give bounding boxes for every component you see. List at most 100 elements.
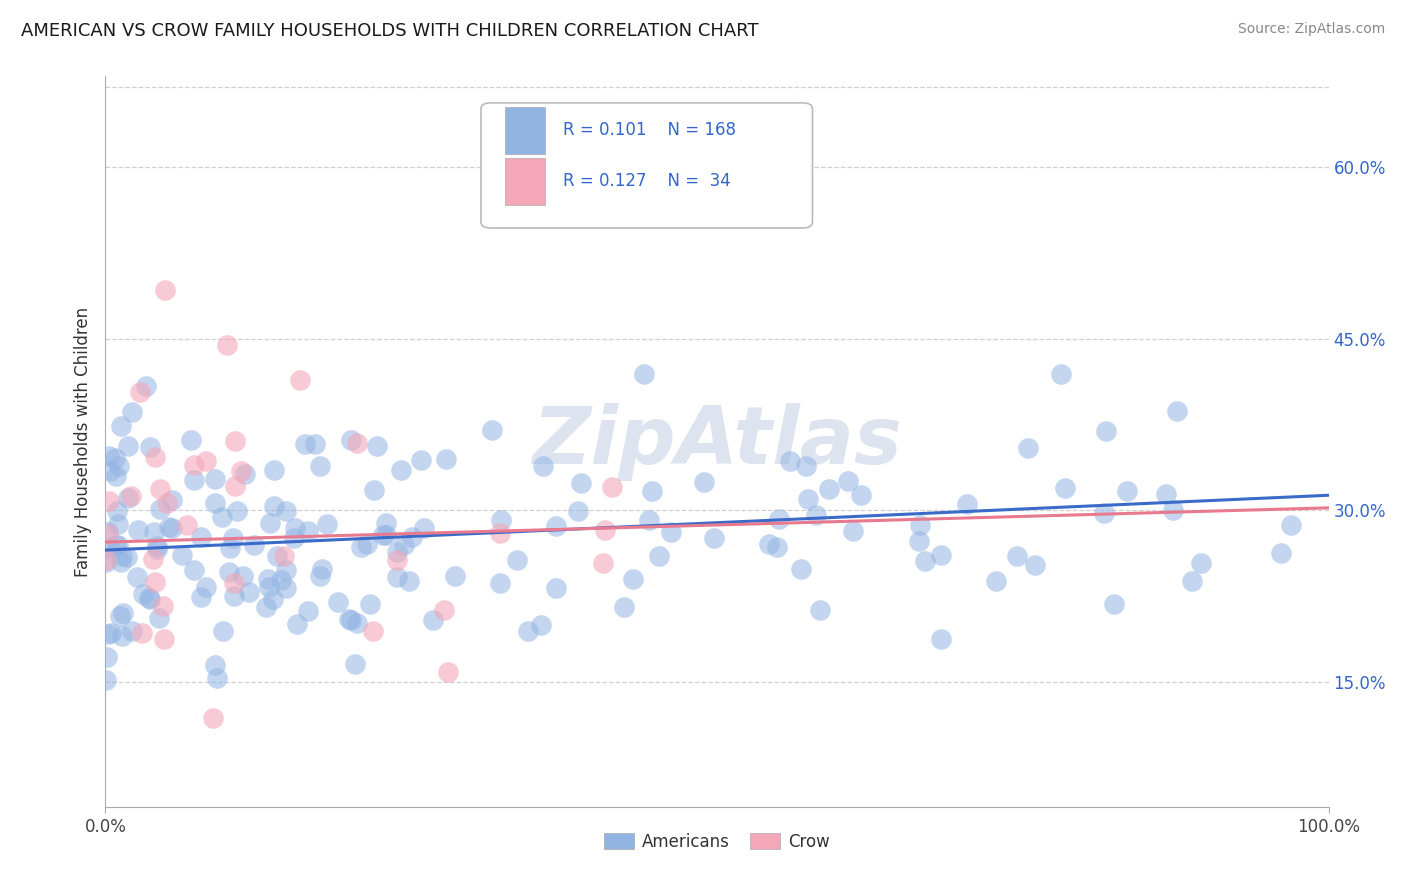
Point: [374, 516, 396, 530]
Point: [592, 556, 614, 570]
Point: [392, 538, 415, 552]
Point: [288, 373, 311, 387]
Point: [183, 563, 205, 577]
Point: [98, 464, 121, 478]
Point: [411, 452, 433, 467]
Point: [190, 530, 212, 544]
Point: [94, 552, 117, 566]
Point: [131, 626, 153, 640]
Point: [149, 483, 172, 497]
Point: [180, 434, 202, 448]
Point: [344, 657, 367, 672]
Point: [212, 624, 235, 639]
Point: [284, 521, 307, 535]
Point: [361, 624, 384, 638]
Point: [111, 549, 134, 564]
FancyBboxPatch shape: [481, 103, 813, 228]
Point: [146, 539, 169, 553]
Point: [808, 603, 831, 617]
Point: [152, 632, 174, 647]
Point: [506, 553, 529, 567]
Point: [489, 575, 512, 590]
Point: [135, 379, 157, 393]
Point: [491, 513, 513, 527]
Point: [97, 527, 120, 541]
FancyBboxPatch shape: [505, 106, 544, 154]
Point: [389, 463, 412, 477]
Point: [790, 562, 813, 576]
Point: [111, 629, 134, 643]
Point: [804, 508, 827, 522]
Point: [1189, 556, 1212, 570]
Point: [145, 575, 167, 590]
Point: [110, 555, 132, 569]
Point: [1053, 481, 1076, 495]
Point: [1017, 441, 1039, 455]
Point: [148, 610, 170, 624]
Point: [297, 524, 319, 538]
Point: [703, 532, 725, 546]
Point: [285, 617, 308, 632]
Point: [146, 541, 169, 556]
Point: [1181, 574, 1204, 588]
Point: [326, 595, 349, 609]
Point: [316, 516, 339, 531]
Point: [1116, 484, 1139, 499]
Point: [910, 517, 932, 532]
Point: [160, 493, 183, 508]
Point: [153, 283, 176, 297]
Point: [768, 511, 790, 525]
Point: [337, 612, 360, 626]
Point: [97, 525, 120, 540]
Point: [229, 464, 252, 478]
Point: [105, 537, 128, 551]
Point: [104, 450, 127, 465]
Point: [371, 528, 394, 542]
Point: [1050, 367, 1073, 381]
Point: [218, 541, 240, 555]
Point: [183, 458, 205, 472]
Point: [274, 504, 297, 518]
Point: [111, 607, 134, 621]
Point: [195, 454, 218, 468]
Point: [633, 368, 655, 382]
Point: [170, 548, 193, 562]
Point: [1104, 597, 1126, 611]
Point: [222, 576, 245, 591]
Point: [374, 527, 396, 541]
Point: [190, 590, 212, 604]
Point: [1092, 506, 1115, 520]
Point: [132, 587, 155, 601]
Point: [340, 434, 363, 448]
Point: [363, 483, 385, 497]
Point: [257, 580, 280, 594]
Point: [139, 591, 162, 606]
Point: [366, 439, 388, 453]
Point: [1279, 517, 1302, 532]
Point: [204, 472, 226, 486]
Point: [758, 537, 780, 551]
Point: [346, 615, 368, 630]
Point: [1024, 558, 1046, 572]
Point: [276, 581, 298, 595]
Point: [142, 551, 165, 566]
Point: [121, 405, 143, 419]
Legend: Americans, Crow: Americans, Crow: [598, 826, 837, 857]
Text: ZipAtlas: ZipAtlas: [531, 402, 903, 481]
Point: [818, 482, 841, 496]
Y-axis label: Family Households with Children: Family Households with Children: [73, 307, 91, 576]
Point: [276, 563, 298, 577]
Point: [387, 544, 409, 558]
Point: [94, 555, 117, 569]
Point: [202, 711, 225, 725]
Point: [270, 573, 292, 587]
Point: [593, 523, 616, 537]
Point: [1166, 404, 1188, 418]
Point: [232, 569, 254, 583]
Point: [914, 554, 936, 568]
Point: [413, 520, 436, 534]
Point: [398, 574, 420, 588]
Point: [205, 671, 228, 685]
Point: [794, 459, 817, 474]
Point: [273, 549, 295, 564]
